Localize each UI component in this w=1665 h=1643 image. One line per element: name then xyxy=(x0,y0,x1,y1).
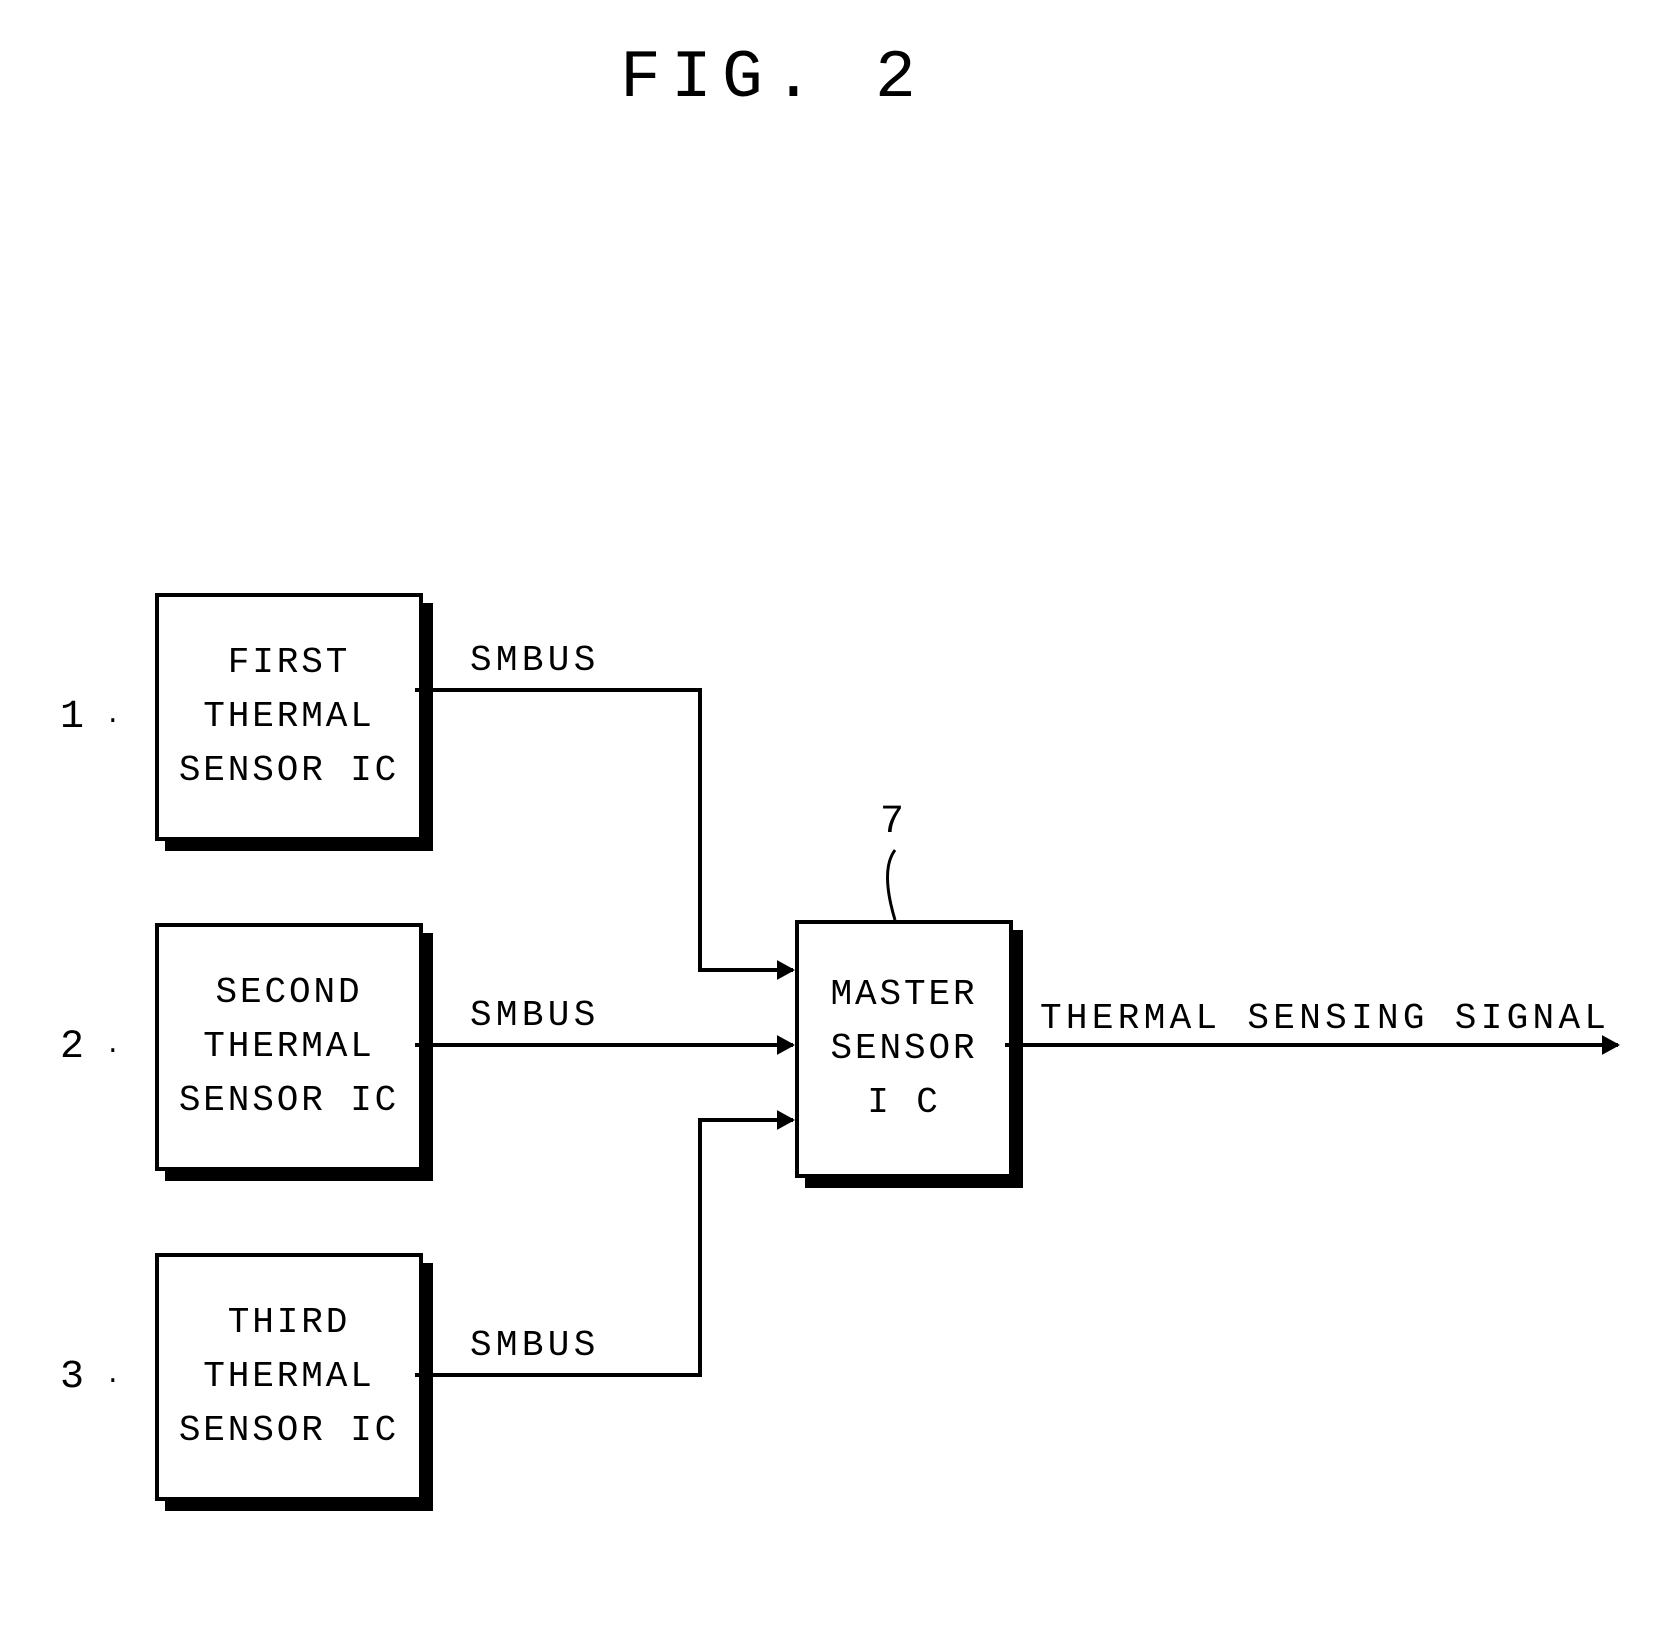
ref-3-dots: . . xyxy=(105,1360,171,1390)
output-label: THERMAL SENSING SIGNAL xyxy=(1040,998,1610,1039)
master-block: MASTER SENSOR I C xyxy=(795,920,1013,1178)
smbus-label-1: SMBUS xyxy=(470,640,600,681)
sensor1-line-2: SENSOR IC xyxy=(179,744,399,798)
sensor3-block: THIRD THERMAL SENSOR IC xyxy=(155,1253,423,1501)
smbus-label-2: SMBUS xyxy=(470,995,600,1036)
sensor1-line-0: FIRST xyxy=(228,636,350,690)
figure-title: FIG. 2 xyxy=(620,40,926,117)
sensor2-line-2: SENSOR IC xyxy=(179,1074,399,1128)
master-line-1: SENSOR xyxy=(831,1022,978,1076)
sensor3-line-0: THIRD xyxy=(228,1296,350,1350)
sensor2-line-0: SECOND xyxy=(216,966,363,1020)
ref-7: 7 xyxy=(880,800,914,845)
ref-3: 3 xyxy=(60,1355,94,1400)
ref-2-dots: . . xyxy=(105,1030,171,1060)
sensor2-line-1: THERMAL xyxy=(203,1020,374,1074)
ref-1: 1 xyxy=(60,695,94,740)
sensor2-block: SECOND THERMAL SENSOR IC xyxy=(155,923,423,1171)
ref-2: 2 xyxy=(60,1025,94,1070)
sensor1-block: FIRST THERMAL SENSOR IC xyxy=(155,593,423,841)
sensor3-line-1: THERMAL xyxy=(203,1350,374,1404)
master-line-2: I C xyxy=(867,1076,940,1130)
smbus-label-3: SMBUS xyxy=(470,1325,600,1366)
sensor3-line-2: SENSOR IC xyxy=(179,1404,399,1458)
sensor1-line-1: THERMAL xyxy=(203,690,374,744)
master-line-0: MASTER xyxy=(831,968,978,1022)
ref-1-dots: . . xyxy=(105,700,171,730)
